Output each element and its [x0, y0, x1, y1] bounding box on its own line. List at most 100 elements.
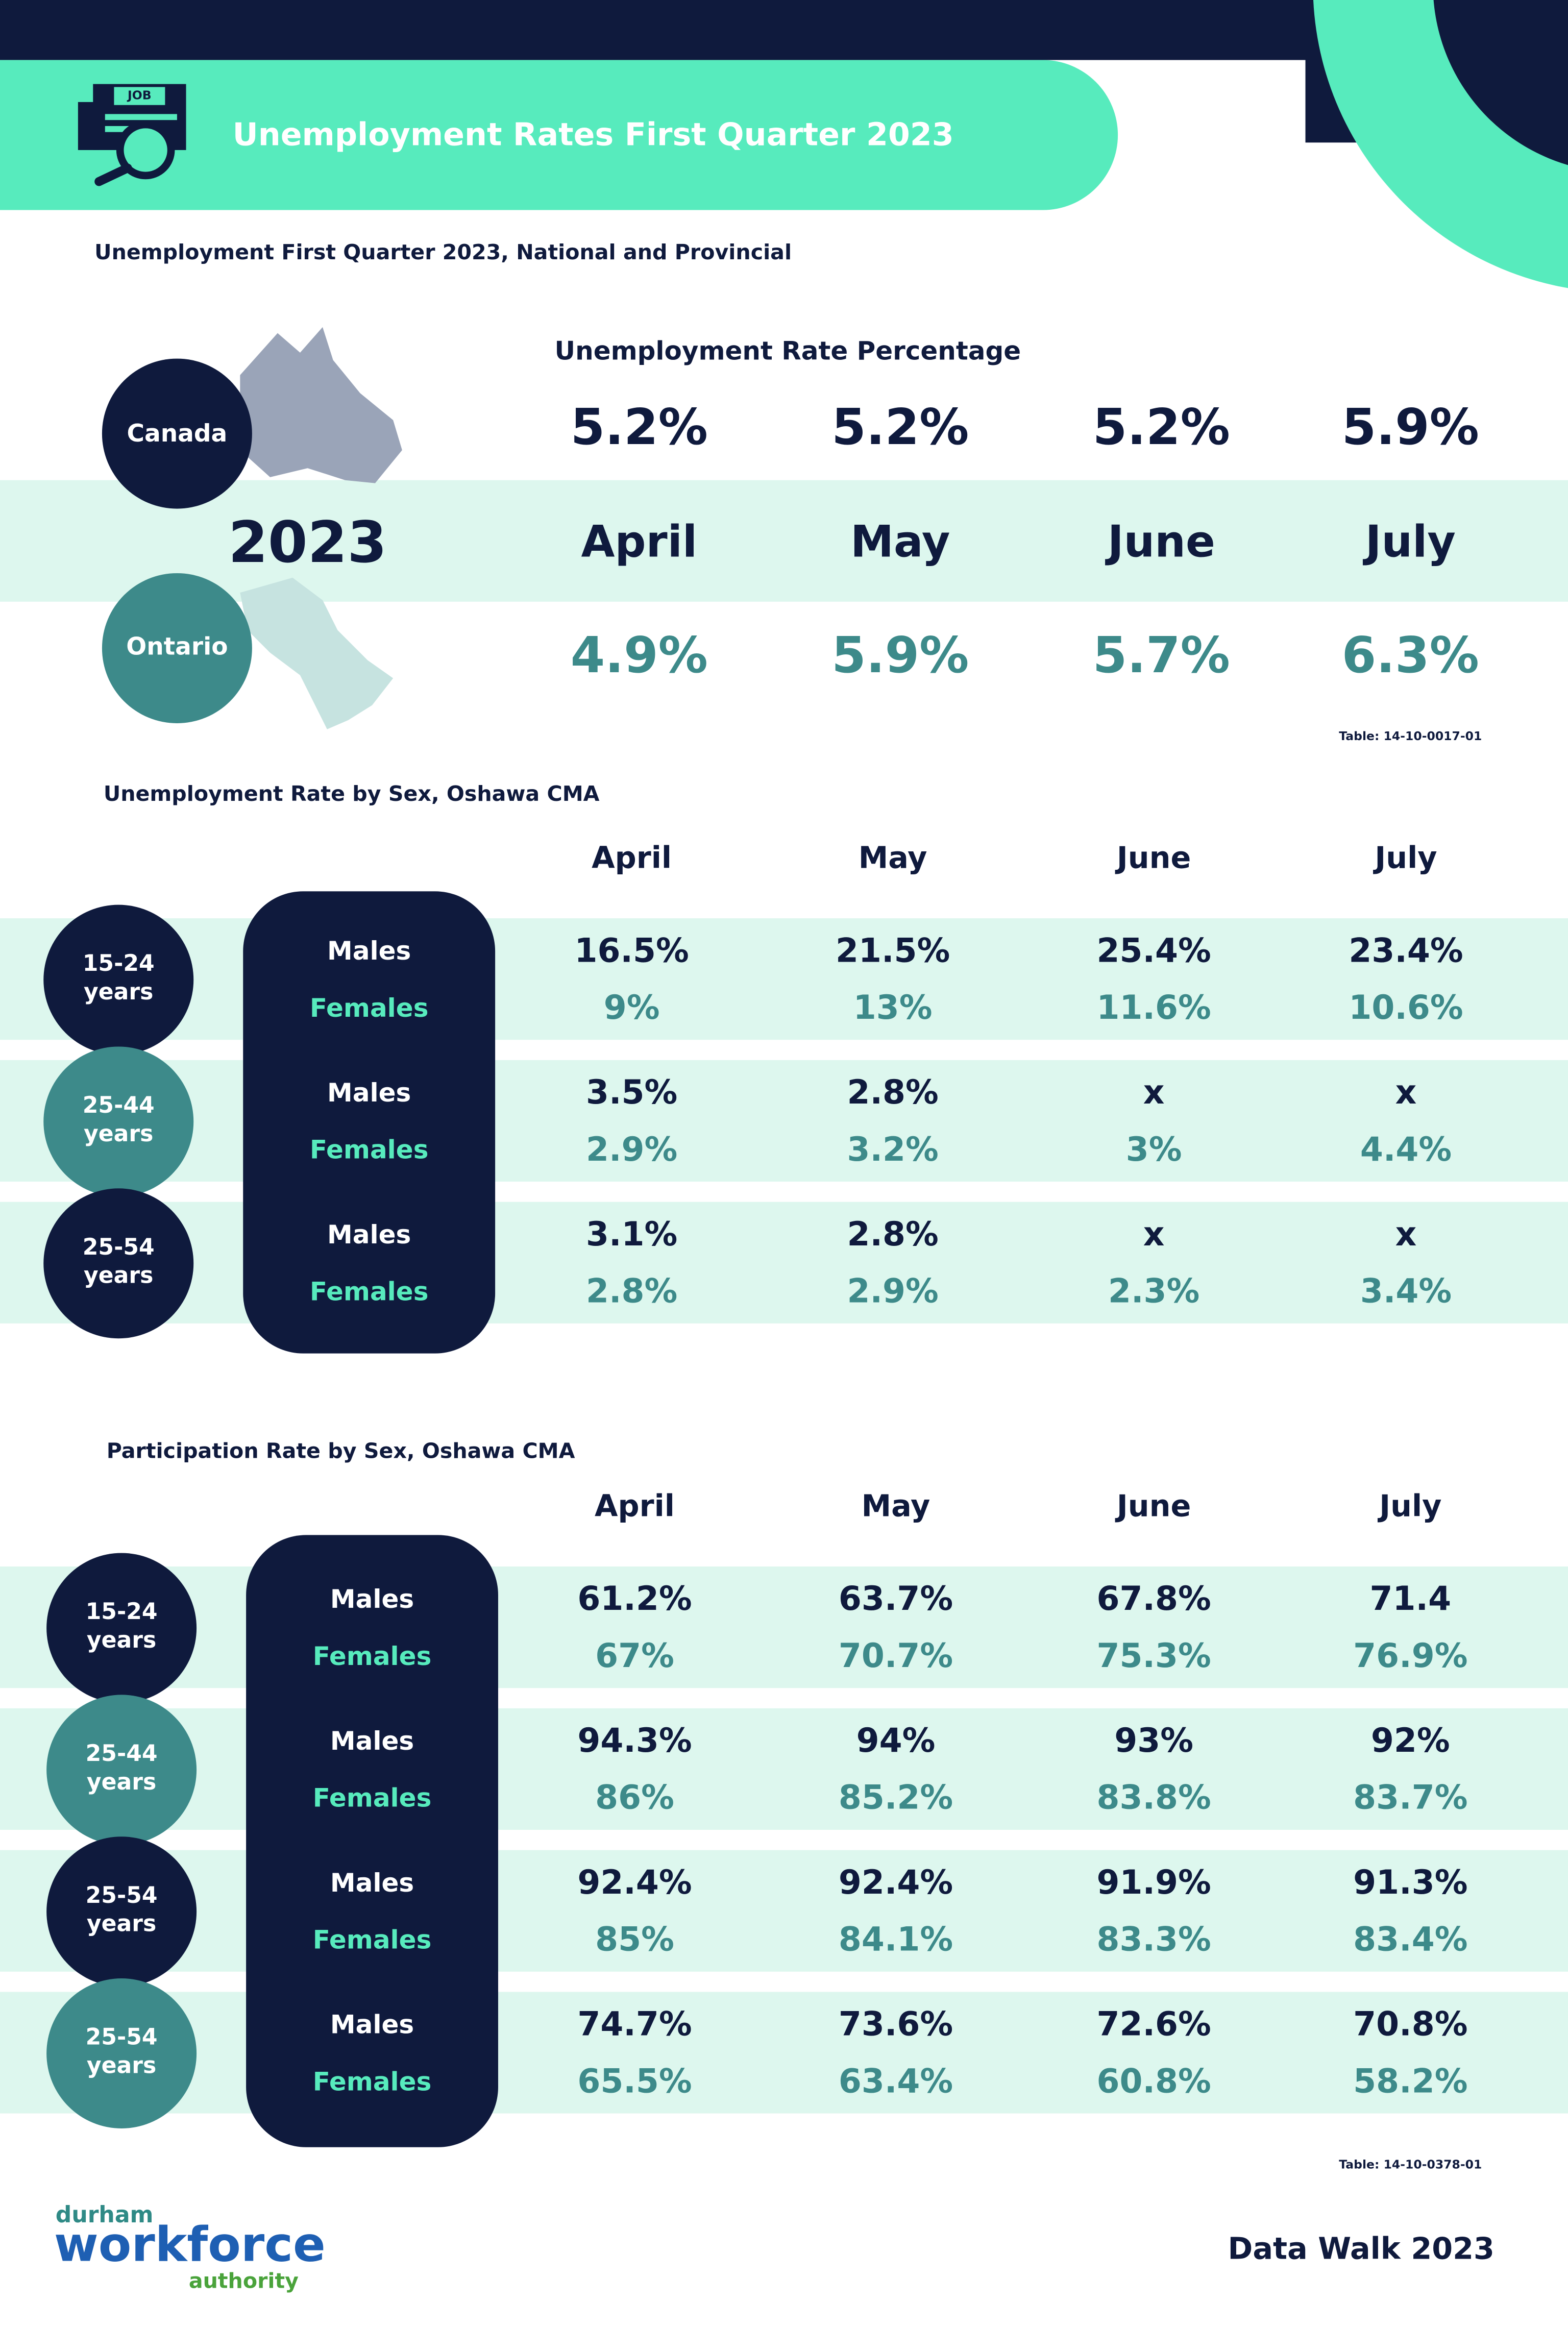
age-label: 25-44 [86, 1741, 158, 1767]
rate-value: 92.4% [577, 1864, 692, 1902]
female-label: Females [313, 1925, 432, 1954]
month-label: April [581, 517, 698, 568]
month-label: April [595, 1488, 675, 1524]
rate-value: 92% [1371, 1722, 1450, 1760]
rate-value: 3.5% [586, 1073, 677, 1112]
logo-top: durham [56, 2202, 154, 2228]
rate-value: 3% [1126, 1131, 1182, 1169]
age-label: 15-24 [86, 1599, 158, 1625]
male-label: Males [327, 1220, 411, 1250]
region-badge [102, 358, 252, 509]
canada-value: 5.2% [1093, 398, 1230, 456]
rate-value: 25.4% [1096, 932, 1211, 970]
rate-value: 2.9% [586, 1131, 677, 1169]
rate-value: 58.2% [1353, 2062, 1467, 2100]
age-label: years [87, 1769, 156, 1795]
female-label: Females [310, 1135, 429, 1165]
rate-value: 60.8% [1096, 2062, 1211, 2100]
male-label: Males [330, 2010, 414, 2040]
section-subtitle: Unemployment Rate Percentage [555, 336, 1021, 365]
month-label: July [1377, 1488, 1441, 1524]
rate-value: 92.4% [839, 1864, 953, 1902]
rate-value: x [1143, 1215, 1165, 1254]
month-label: May [862, 1488, 930, 1524]
row-band [0, 1060, 1568, 1182]
footer-note: Data Walk 2023 [1228, 2231, 1494, 2266]
rate-value: 21.5% [836, 932, 950, 970]
age-badge [46, 1978, 197, 2128]
rate-value: 10.6% [1349, 989, 1463, 1027]
rate-value: 67.8% [1096, 1580, 1211, 1618]
logo: durham workforce authority [54, 2202, 326, 2293]
age-badge [46, 1695, 197, 1845]
sex-label-panel [246, 1535, 498, 2147]
age-label: 15-24 [83, 950, 155, 976]
rate-value: 63.7% [839, 1580, 953, 1618]
rate-value: 63.4% [839, 2062, 953, 2100]
month-label: April [592, 840, 672, 875]
rate-value: 85.2% [839, 1779, 953, 1817]
rate-value: 3.2% [847, 1131, 938, 1169]
rate-value: 83.4% [1353, 1921, 1467, 1959]
rate-value: 2.8% [586, 1272, 677, 1311]
section-title: Participation Rate by Sex, Oshawa CMA [107, 1439, 575, 1463]
canada-map [240, 327, 402, 483]
rate-value: 11.6% [1096, 989, 1211, 1027]
rate-value: 2.8% [847, 1215, 938, 1254]
job-icon [78, 84, 186, 186]
rate-value: 91.9% [1096, 1864, 1211, 1902]
ontario-value: 5.7% [1093, 626, 1230, 684]
month-label: June [1115, 1488, 1191, 1524]
page-title: Unemployment Rates First Quarter 2023 [233, 116, 954, 153]
rate-value: 2.8% [847, 1073, 938, 1112]
rate-value: 75.3% [1096, 1637, 1211, 1675]
canada-value: 5.9% [1342, 398, 1479, 456]
icon-label: JOB [127, 88, 152, 103]
rate-value: 85% [595, 1921, 674, 1959]
row-band [0, 1566, 1568, 1688]
region-label: Ontario [126, 632, 228, 660]
rate-value: 73.6% [839, 2005, 953, 2044]
rate-value: x [1395, 1073, 1417, 1112]
rate-value: 3.1% [586, 1215, 677, 1254]
rate-value: 9% [604, 989, 660, 1027]
section-title: Unemployment Rate by Sex, Oshawa CMA [104, 781, 600, 806]
age-badge [43, 1046, 194, 1197]
rate-value: 70.7% [839, 1637, 953, 1675]
male-label: Males [330, 1584, 414, 1614]
row-band [0, 1708, 1568, 1830]
rate-value: x [1395, 1215, 1417, 1254]
region-label: Canada [127, 420, 227, 448]
female-label: Females [310, 993, 429, 1023]
rate-value: 71.4 [1370, 1580, 1452, 1618]
row-band [0, 1850, 1568, 1972]
month-label: July [1373, 840, 1437, 875]
row-band [0, 918, 1568, 1040]
age-label: years [84, 979, 153, 1005]
age-label: years [84, 1263, 153, 1289]
age-badge [43, 1188, 194, 1339]
age-label: 25-54 [83, 1234, 155, 1260]
rate-value: 4.4% [1360, 1131, 1452, 1169]
source-note: Table: 14-10-0378-01 [1339, 2158, 1482, 2172]
age-badge [46, 1836, 197, 1987]
rate-value: 2.3% [1108, 1272, 1199, 1311]
sex-label-panel [243, 891, 496, 1354]
canada-value: 5.2% [571, 398, 708, 456]
rate-value: 72.6% [1096, 2005, 1211, 2044]
year-label: 2023 [228, 509, 387, 576]
female-label: Females [313, 1783, 432, 1813]
month-label: June [1115, 840, 1191, 875]
rate-value: 91.3% [1353, 1864, 1467, 1902]
title-banner [0, 60, 1118, 210]
source-note: Table: 14-10-0017-01 [1339, 729, 1482, 743]
logo-main: workforce [54, 2217, 326, 2273]
rate-value: 23.4% [1349, 932, 1463, 970]
ontario-map [240, 577, 394, 729]
row-band [0, 1992, 1568, 2114]
female-label: Females [310, 1277, 429, 1307]
rate-value: 61.2% [577, 1580, 692, 1618]
rate-value: 65.5% [577, 2062, 692, 2100]
age-label: years [84, 1121, 153, 1147]
rate-value: 83.3% [1096, 1921, 1211, 1959]
